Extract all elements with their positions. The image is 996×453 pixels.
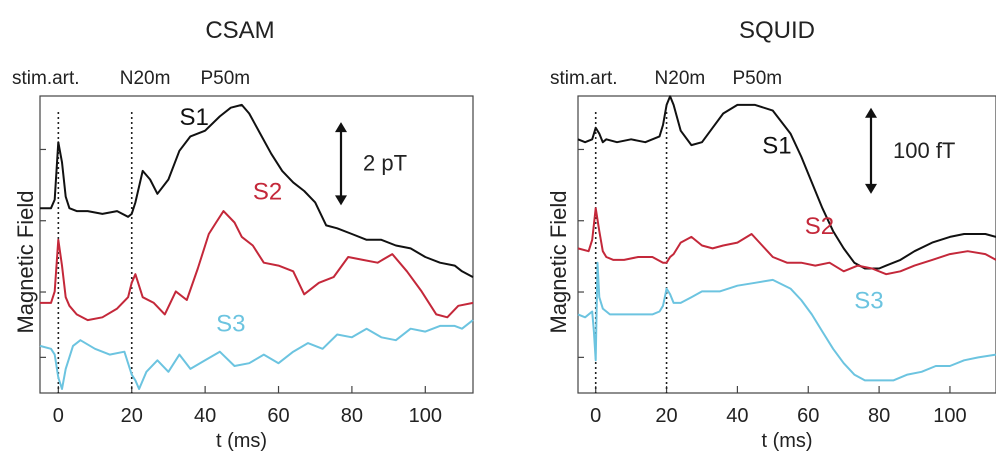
- x-tick-label: 100: [933, 405, 966, 427]
- series-label-s2: S2: [805, 213, 834, 240]
- x-tick-label: 40: [726, 405, 748, 427]
- x-tick-label: 20: [121, 405, 143, 427]
- marker-label: P50m: [732, 68, 782, 89]
- series-label-s2: S2: [253, 179, 282, 206]
- scale-bar-label: 2 pT: [363, 151, 407, 176]
- series-label-s3: S3: [854, 288, 883, 315]
- x-tick-label: 80: [868, 405, 890, 427]
- series-label-s1: S1: [179, 104, 208, 131]
- y-axis-label: Magnetic Field: [13, 190, 38, 333]
- scale-bar-arrow-down: [335, 195, 347, 206]
- x-tick-label: 0: [590, 405, 601, 427]
- series-line-s2: [577, 207, 996, 276]
- scale-bar-label: 100 fT: [893, 138, 955, 163]
- scale-bar-arrow-up: [335, 122, 347, 133]
- x-tick-label: 80: [341, 405, 363, 427]
- y-axis-label: Magnetic Field: [546, 190, 571, 333]
- series-line-s3: [577, 261, 996, 382]
- marker-label: P50m: [200, 68, 250, 89]
- x-axis-label: t (ms): [216, 430, 267, 452]
- series-line-s2: [40, 210, 474, 322]
- chart-title: CSAM: [205, 17, 274, 44]
- x-tick-label: 100: [409, 405, 442, 427]
- series-label-s1: S1: [762, 133, 791, 160]
- marker-label: stim.art.: [12, 68, 80, 89]
- x-tick-label: 20: [655, 405, 677, 427]
- marker-label: N20m: [120, 68, 171, 89]
- plot-frame: [577, 95, 996, 394]
- series-line-s1: [577, 95, 996, 270]
- chart-title: SQUID: [739, 17, 815, 44]
- series-label-s3: S3: [216, 311, 245, 338]
- marker-label: N20m: [655, 68, 706, 89]
- chart-panel-csam: CSAM stim.art. N20m P50m 0 20 40 60 80 100 t (ms) M…: [12, 17, 474, 452]
- x-axis-label: t (ms): [761, 430, 812, 452]
- plot-frame: [39, 95, 474, 394]
- marker-label: stim.art.: [550, 68, 618, 89]
- scale-bar-arrow-down: [865, 183, 877, 194]
- x-tick-label: 0: [53, 405, 64, 427]
- series-line-s3: [39, 319, 474, 390]
- chart-panel-squid: SQUID stim.art. N20m P50m 0 20 40 60 80 100 t (ms)…: [546, 17, 996, 452]
- x-tick-label: 40: [194, 405, 216, 427]
- x-tick-label: 60: [797, 405, 819, 427]
- series-line-s1: [40, 103, 474, 278]
- scale-bar-arrow-up: [865, 107, 877, 118]
- x-tick-label: 60: [267, 405, 289, 427]
